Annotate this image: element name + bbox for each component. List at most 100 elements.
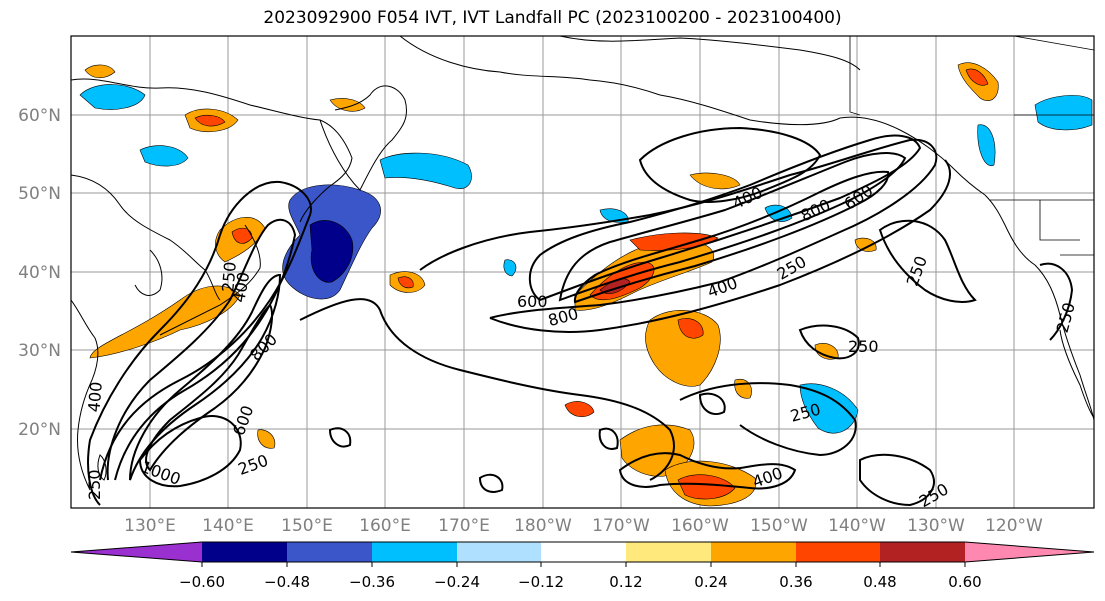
colorbar-segment: [965, 542, 1094, 562]
colorbar-segment: [457, 542, 541, 562]
colorbar-segment: [71, 542, 202, 562]
contour-250-south: [489, 159, 951, 333]
lon-label-140e: 140°E: [202, 516, 254, 536]
contour-400-gulf: [638, 126, 822, 203]
colorbar-tick-label: 0.24: [694, 573, 727, 591]
coast-alaska-west: [399, 36, 661, 96]
coast-japan: [159, 224, 261, 336]
colorbar-tick-label: −0.12: [518, 573, 564, 591]
colorbar-tick-label: 0.60: [948, 573, 981, 591]
latitude-labels: 60°N 50°N 40°N 30°N 20°N: [18, 106, 61, 440]
negative-anomaly-alaska-2: [977, 124, 996, 167]
borders: [849, 36, 1094, 256]
contour-400-south: [618, 452, 797, 490]
contour-250-small-1: [328, 427, 352, 448]
colorbar: −0.60 −0.48 −0.36 −0.24 −0.12 0.12 0.24 …: [70, 541, 1095, 591]
alaska-canada-border: [849, 36, 861, 116]
contour-400-west: [106, 218, 297, 481]
positive-anomaly-small-east: [854, 237, 877, 252]
positive-anomaly-west-core: [397, 276, 414, 289]
negative-anomaly-okhotsk: [379, 152, 472, 189]
colorbar-segment: [626, 542, 711, 562]
contour-600-jet: [558, 152, 907, 302]
coast-alaska-south: [839, 116, 986, 196]
positive-anomaly-hawaii-area: [564, 401, 595, 418]
contour-label: 600: [517, 292, 548, 311]
coastlines: [71, 36, 1094, 491]
positive-anomaly-gulf-north: [689, 172, 741, 190]
lon-label-170e: 170°E: [438, 516, 490, 536]
contour-250-far-east: [1039, 262, 1074, 341]
negative-anomaly-siberia: [79, 84, 146, 110]
ivt-contours: [87, 126, 1074, 507]
lat-label-60n: 60°N: [18, 106, 61, 126]
contour-label: 400: [84, 381, 106, 413]
colorbar-segment: [880, 542, 965, 562]
lon-label-120w: 120°W: [985, 516, 1043, 536]
colorbar-segment: [372, 542, 457, 562]
colorbar-tick-labels: −0.60 −0.48 −0.36 −0.24 −0.12 0.12 0.24 …: [179, 573, 982, 591]
negative-anomaly-core: [309, 220, 354, 283]
coast-baja: [1059, 329, 1094, 419]
positive-anomaly-japan: [89, 285, 241, 359]
lon-label-150e: 150°E: [281, 516, 333, 536]
lon-label-160w: 160°W: [671, 516, 729, 536]
border-inner-2: [1039, 200, 1080, 241]
colorbar-ticks: [201, 562, 966, 567]
coast-china: [71, 299, 99, 491]
lon-label-150w: 150°W: [750, 516, 808, 536]
coast-kamchatka: [319, 85, 407, 191]
coast-asia-north: [71, 78, 353, 223]
coast-alaska-north: [559, 36, 861, 71]
lon-label-180w: 180°W: [514, 516, 572, 536]
lon-label-130w: 130°W: [907, 516, 965, 536]
positive-anomaly-siberia: [84, 64, 116, 79]
colorbar-tick-label: −0.36: [349, 573, 395, 591]
positive-anomaly-japan-core: [231, 227, 253, 244]
contour-250-west-outer: [87, 180, 312, 506]
contour-800-jet: [573, 170, 890, 304]
colorbar-tick-label: −0.60: [179, 573, 225, 591]
contour-250-small-2: [478, 473, 504, 493]
colorbar-segment: [711, 542, 796, 562]
border-inner-4: [1013, 36, 1094, 51]
contour-250-central: [299, 298, 675, 481]
contour-250-north: [419, 138, 938, 319]
colorbar-segment: [202, 542, 287, 562]
map-frame: [70, 35, 1095, 509]
contour-250-hawaii: [679, 382, 857, 457]
positive-anomaly-sakhalin: [329, 98, 366, 112]
colorbar-segment: [287, 542, 372, 562]
lon-label-170w: 170°W: [592, 516, 650, 536]
negative-anomaly-sea: [139, 145, 189, 167]
coast-bc: [984, 194, 1094, 421]
contour-600-west: [129, 273, 282, 481]
colorbar-segment: [541, 542, 626, 562]
lat-label-40n: 40°N: [18, 263, 61, 283]
map-title: 2023092900 F054 IVT, IVT Landfall PC (20…: [263, 8, 842, 28]
coast-korea: [134, 249, 163, 296]
contour-1000-west: [138, 415, 242, 488]
colorbar-tick-label: 0.36: [779, 573, 812, 591]
coast-aleutians: [659, 94, 841, 126]
positive-anomaly-small-south: [257, 429, 276, 449]
lat-label-20n: 20°N: [18, 420, 61, 440]
lon-label-160e: 160°E: [359, 516, 411, 536]
contour-250-small-4: [698, 392, 726, 415]
longitude-labels: 130°E 140°E 150°E 160°E 170°E 180°W 170°…: [124, 516, 1043, 536]
contour-label: 250: [218, 261, 240, 293]
positive-anomaly-central-core: [677, 318, 704, 339]
positive-anomaly-alaska-core: [965, 68, 989, 86]
contour-label: 250: [85, 469, 104, 500]
colorbar-tick-label: 0.12: [609, 573, 642, 591]
contour-250-east-loop: [878, 219, 977, 303]
negative-anomaly-small-1: [503, 259, 517, 277]
positive-anomaly-south-1: [619, 424, 695, 477]
contour-label: 250: [848, 337, 879, 356]
coast-asia-east: [71, 174, 221, 301]
colorbar-tick-label: −0.24: [434, 573, 480, 591]
colorbar-tick-label: −0.48: [264, 573, 310, 591]
lon-label-130e: 130°E: [124, 516, 176, 536]
contour-400-jet: [528, 134, 922, 302]
